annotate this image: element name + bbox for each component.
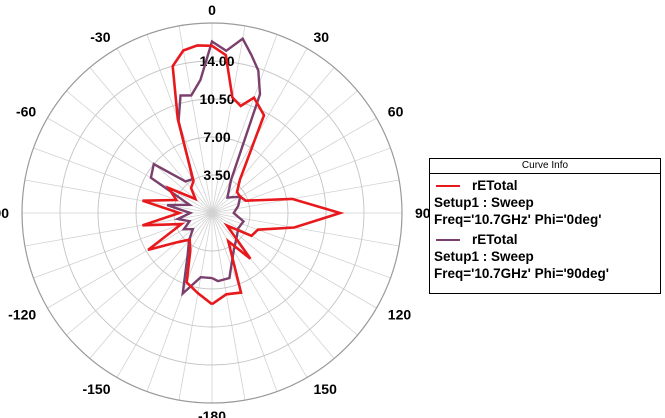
- grid-spoke: [47, 117, 213, 214]
- grid-spoke: [211, 25, 246, 214]
- grid-spoke: [211, 212, 278, 392]
- angle-tick-label: -150: [82, 381, 110, 397]
- grid-spoke: [24, 179, 213, 214]
- legend-title: Curve Info: [430, 159, 660, 174]
- angle-tick-label: -120: [8, 307, 36, 323]
- grid-spoke: [211, 34, 278, 214]
- grid-spoke: [33, 147, 213, 214]
- legend-series-name: rETotal: [472, 178, 518, 193]
- angle-tick-label: 120: [388, 307, 412, 323]
- legend-entry-phi-90: rETotal Setup1 : Sweep Freq='10.7GHz' Ph…: [430, 228, 660, 282]
- polar-grid: [21, 22, 403, 404]
- angle-tick-label: 60: [388, 104, 404, 120]
- legend-swatch: [436, 184, 460, 187]
- grid-spoke: [89, 212, 213, 359]
- outer-ring: [21, 22, 403, 404]
- grid-spoke: [116, 48, 213, 214]
- legend-entry-phi-0: rETotal Setup1 : Sweep Freq='10.7GHz' Ph…: [430, 174, 660, 228]
- grid-spoke: [211, 212, 246, 401]
- angle-tick-label: 30: [314, 29, 330, 45]
- angle-tick-label: -30: [90, 29, 110, 45]
- grid-spoke: [211, 212, 400, 247]
- grid-spoke: [178, 25, 213, 214]
- legend-series-name: rETotal: [472, 232, 518, 247]
- radial-tick-label: 7.00: [203, 129, 230, 145]
- angle-tick-label: 90: [415, 205, 431, 221]
- angle-tick-label: -90: [0, 205, 9, 221]
- grid-spoke: [211, 212, 377, 309]
- grid-spoke: [66, 212, 213, 336]
- grid-spoke: [211, 212, 335, 359]
- grid-spoke: [211, 67, 335, 214]
- grid-ring: [97, 98, 327, 328]
- grid-spoke: [116, 212, 213, 378]
- legend-setup-label: Setup1 : Sweep: [434, 249, 534, 264]
- legend-freq-label: Freq='10.7GHz' Phi='0deg': [434, 212, 602, 227]
- curve-phi-90deg: [149, 36, 262, 297]
- grid-ring: [135, 136, 289, 290]
- legend-swatch: [436, 238, 460, 241]
- legend-freq-label: Freq='10.7GHz' Phi='90deg': [434, 266, 609, 281]
- radial-tick-label: 10.50: [199, 91, 234, 107]
- angle-tick-label: -180: [198, 408, 226, 418]
- grid-spoke: [66, 90, 213, 214]
- radial-tick-label: 3.50: [203, 167, 230, 183]
- curves: [142, 36, 345, 306]
- curve-phi-0deg: [142, 44, 345, 306]
- legend-setup-label: Setup1 : Sweep: [434, 195, 534, 210]
- angle-tick-label: 0: [208, 2, 216, 18]
- legend-curve-info[interactable]: Curve Info rETotal Setup1 : Sweep Freq='…: [429, 158, 661, 294]
- grid-spoke: [211, 179, 400, 214]
- grid-ring: [173, 174, 251, 252]
- grid-spoke: [178, 212, 213, 401]
- angle-tick-labels: 0 30 60 90 120 150 -180 -150 -120 -90 -60 -30: [0, 2, 431, 418]
- angle-tick-label: -60: [16, 104, 36, 120]
- angle-tick-label: 150: [314, 381, 338, 397]
- grid-spoke: [211, 147, 391, 214]
- grid-ring: [59, 60, 365, 366]
- grid-spoke: [146, 212, 213, 392]
